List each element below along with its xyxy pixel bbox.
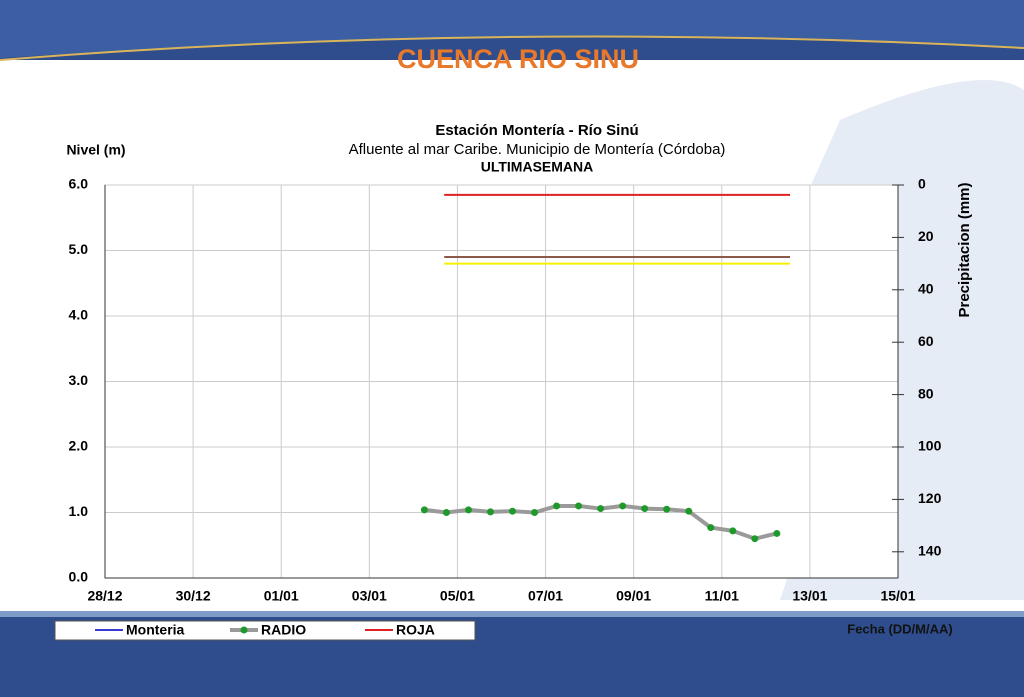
y-tick-label: 4.0: [69, 307, 89, 323]
y-tick-label: 2.0: [69, 438, 89, 454]
data-point: [707, 524, 715, 532]
banner-line: [0, 35, 1024, 61]
legend-label: RADIO: [261, 622, 306, 638]
slide-title: CUENCA RIO SINU: [397, 44, 639, 74]
y-tick-label: 1.0: [69, 503, 89, 519]
data-point: [641, 505, 649, 513]
y-axis-label: Nivel (m): [66, 142, 125, 158]
data-point: [685, 507, 693, 515]
y2-tick-label: 60: [918, 333, 934, 349]
y-tick-label: 3.0: [69, 372, 89, 388]
x-tick-label: 01/01: [264, 588, 299, 604]
x-tick-label: 13/01: [792, 588, 827, 604]
x-tick-label: 15/01: [880, 588, 915, 604]
x-tick-label: 05/01: [440, 588, 475, 604]
legend: [54, 620, 476, 641]
bottom-stripe: [0, 611, 1024, 617]
y2-tick-label: 100: [918, 438, 942, 454]
data-point: [420, 506, 428, 514]
data-point: [575, 502, 583, 510]
y2-tick-label: 20: [918, 228, 934, 244]
y2-axis-label: Precipitacion (mm): [956, 182, 973, 317]
y2-tick-label: 120: [918, 490, 942, 506]
y2-tick-label: 40: [918, 281, 934, 297]
data-point: [486, 508, 494, 516]
data-point: [597, 505, 605, 513]
legend-label: Monteria: [126, 622, 185, 638]
x-tick-label: 09/01: [616, 588, 651, 604]
y2-tick-label: 80: [918, 385, 934, 401]
data-point: [751, 535, 759, 543]
y-tick-label: 6.0: [69, 176, 89, 192]
data-point: [773, 529, 781, 537]
chart-subtitle: ULTIMASEMANA: [481, 159, 594, 175]
chart-subtitle: Afluente al mar Caribe. Municipio de Mon…: [349, 141, 726, 158]
data-point: [553, 502, 561, 510]
y-tick-label: 5.0: [69, 241, 89, 257]
data-point: [531, 509, 539, 516]
chart-title: Estación Montería - Río Sinú: [435, 122, 638, 139]
y2-tick-label: 140: [918, 543, 942, 559]
legend-label: ROJA: [396, 622, 435, 638]
x-tick-label: 03/01: [352, 588, 387, 604]
legend-marker: [240, 626, 248, 634]
data-point: [509, 507, 517, 515]
x-tick-label: 28/12: [87, 588, 122, 604]
data-point: [619, 502, 627, 510]
x-tick-label: 07/01: [528, 588, 563, 604]
data-point: [663, 505, 671, 513]
x-tick-label: 11/01: [705, 588, 739, 604]
data-point: [464, 506, 472, 514]
y-tick-label: 0.0: [69, 569, 89, 585]
x-axis-label: Fecha (DD/M/AA): [847, 621, 952, 636]
data-point: [729, 527, 737, 535]
x-tick-label: 30/12: [176, 588, 211, 604]
y2-tick-label: 0: [918, 176, 926, 192]
data-point: [442, 509, 450, 516]
